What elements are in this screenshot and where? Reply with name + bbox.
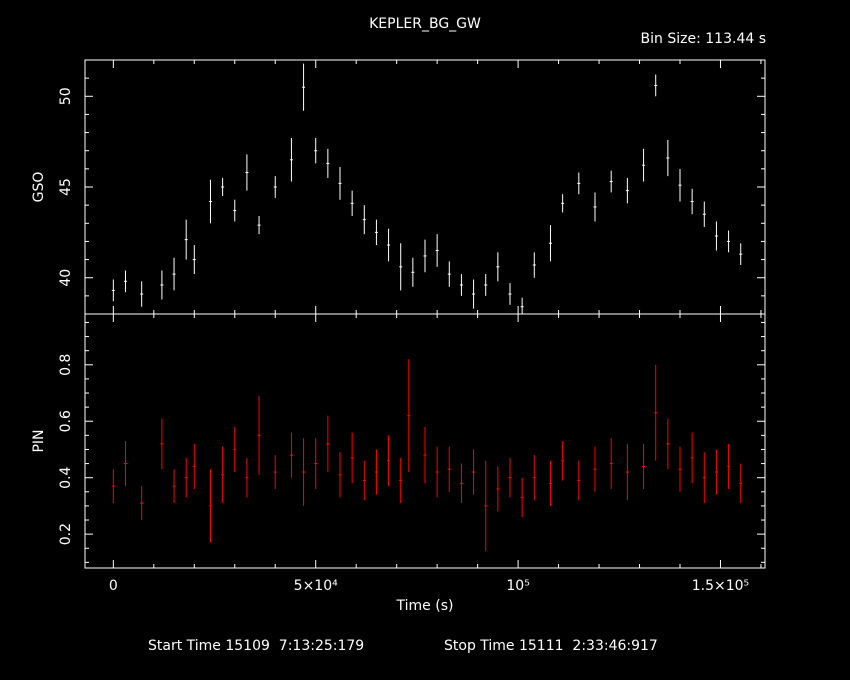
- pin-frame: [84, 313, 766, 569]
- chart-title: KEPLER_BG_GW: [369, 16, 481, 32]
- pin-x-tick-label: 0: [109, 578, 118, 594]
- gso-y-tick-label: 40: [58, 269, 74, 287]
- gso-y-axis-label: GSO: [31, 172, 47, 203]
- pin-x-tick-label: 1.5×10⁵: [692, 578, 749, 594]
- pin-x-tick-label: 5×10⁴: [294, 578, 338, 594]
- start-time-label: Start Time 15109 7:13:25:179: [148, 638, 365, 654]
- pin-panel: 0.2 0.4 0.6 0.8 PIN 0 5×10⁴ 10⁵ 1.5×10⁵: [31, 313, 766, 594]
- pin-y-axis-label: PIN: [31, 429, 47, 452]
- pin-y-tick-label: 0.2: [58, 523, 74, 545]
- gso-panel: 40 45 50 GSO: [31, 59, 766, 315]
- bin-size-label: Bin Size: 113.44 s: [640, 31, 766, 47]
- x-axis-label: Time (s): [396, 598, 454, 614]
- gso-y-tick-label: 45: [58, 178, 74, 196]
- stop-time-label: Stop Time 15111 2:33:46:917: [444, 638, 658, 654]
- pin-y-tick-label: 0.8: [58, 354, 74, 376]
- gso-y-tick-label: 50: [58, 87, 74, 105]
- pin-y-tick-label: 0.4: [58, 466, 74, 488]
- pin-x-tick-label: 10⁵: [506, 578, 529, 594]
- pin-y-tick-label: 0.6: [58, 410, 74, 432]
